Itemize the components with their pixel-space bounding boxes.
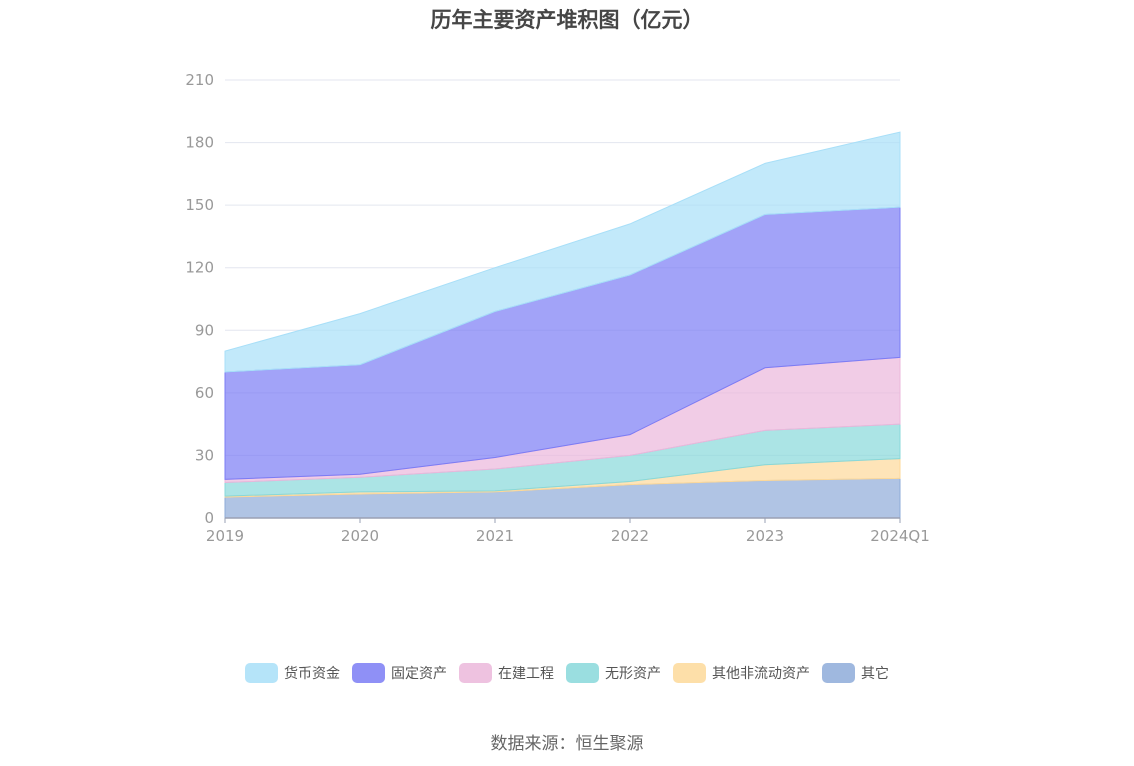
legend-label: 在建工程 [498, 666, 554, 682]
legend-item-货币资金[interactable]: 货币资金 [245, 663, 340, 683]
y-tick-label: 30 [195, 446, 214, 464]
legend: 货币资金 固定资产 在建工程 无形资产 其他非流动资产 其它 [0, 663, 1134, 683]
y-tick-label: 60 [195, 384, 214, 402]
legend-item-其它[interactable]: 其它 [822, 663, 889, 683]
legend-item-其他非流动资产[interactable]: 其他非流动资产 [673, 663, 810, 683]
legend-label: 其它 [861, 666, 889, 682]
chart-title: 历年主要资产堆积图（亿元） [430, 8, 704, 32]
legend-swatch [245, 663, 278, 683]
legend-label: 固定资产 [391, 666, 447, 682]
area-series [224, 131, 901, 519]
legend-item-无形资产[interactable]: 无形资产 [566, 663, 661, 683]
legend-swatch [566, 663, 599, 683]
legend-item-在建工程[interactable]: 在建工程 [459, 663, 554, 683]
legend-label: 无形资产 [605, 666, 661, 682]
y-tick-label: 0 [204, 509, 214, 527]
y-tick-label: 120 [185, 259, 214, 277]
x-tick-label: 2022 [611, 527, 649, 545]
legend-swatch [673, 663, 706, 683]
source-note: 数据来源：恒生聚源 [490, 734, 644, 754]
legend-swatch [822, 663, 855, 683]
y-tick-label: 90 [195, 321, 214, 339]
axes: 0 30 60 90 120 150 180 210 2019 2020 2021 2022 2023 2… [185, 71, 929, 545]
x-tick-label: 2024Q1 [870, 527, 930, 545]
legend-item-固定资产[interactable]: 固定资产 [352, 663, 447, 683]
legend-label: 其他非流动资产 [712, 666, 810, 682]
legend-label: 货币资金 [284, 666, 340, 682]
x-tick-label: 2019 [206, 527, 244, 545]
x-tick-label: 2023 [746, 527, 784, 545]
y-tick-label: 210 [185, 71, 214, 89]
area-series-货币资金 [224, 131, 901, 373]
legend-swatch [459, 663, 492, 683]
y-tick-label: 180 [185, 134, 214, 152]
y-tick-label: 150 [185, 196, 214, 214]
x-tick-label: 2021 [476, 527, 514, 545]
legend-swatch [352, 663, 385, 683]
x-tick-label: 2020 [341, 527, 379, 545]
